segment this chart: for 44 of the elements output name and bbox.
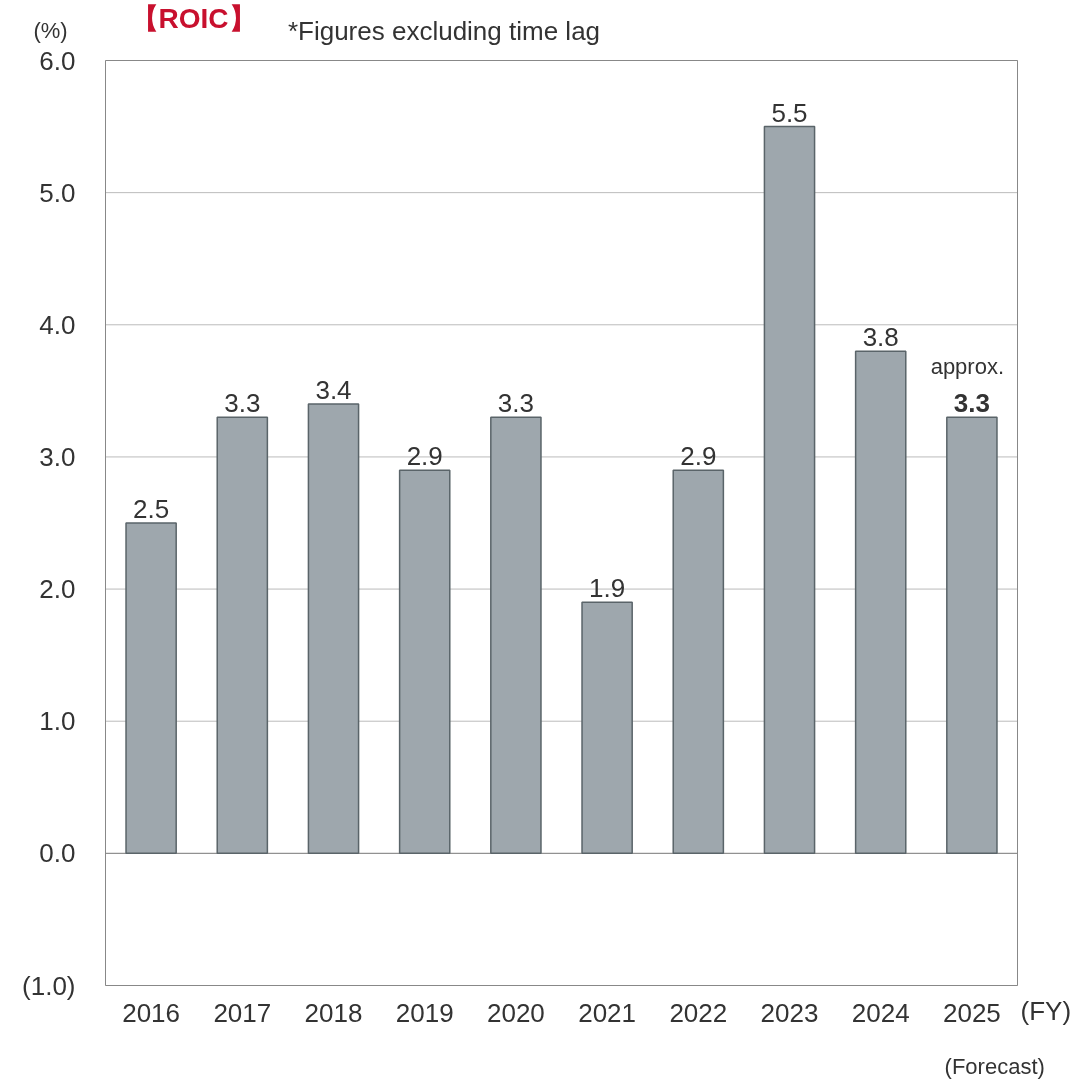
data-label: 3.3 — [953, 388, 990, 419]
x-tick-label: 2021 — [578, 997, 637, 1028]
x-tick-label: 2017 — [213, 997, 272, 1028]
chart-title: 【ROIC】 — [130, 2, 257, 34]
chart-subtitle: *Figures excluding time lag — [287, 15, 601, 46]
data-label: 3.8 — [862, 322, 899, 353]
x-tick-label: 2025 — [942, 997, 1001, 1028]
y-tick-label: 0.0 — [39, 838, 76, 869]
y-tick-label: 4.0 — [39, 309, 76, 340]
y-tick-label: 3.0 — [39, 441, 76, 472]
x-tick-label: 2020 — [486, 997, 545, 1028]
data-label: 3.3 — [497, 388, 534, 419]
bar — [307, 403, 360, 855]
y-tick-label: 5.0 — [39, 177, 76, 208]
data-label: 3.4 — [315, 375, 352, 406]
y-axis-title: (%) — [33, 17, 68, 43]
bar — [672, 469, 725, 855]
bar — [490, 416, 542, 855]
bar — [946, 416, 998, 855]
data-label: 1.9 — [589, 573, 626, 604]
data-label: 2.9 — [680, 441, 717, 472]
data-label: 2.5 — [133, 494, 170, 524]
bar — [398, 469, 451, 855]
data-label: 5.5 — [771, 97, 808, 128]
x-tick-label: 2022 — [669, 997, 728, 1028]
x-tick-label: 2018 — [304, 997, 363, 1028]
x-tick-label: 2023 — [760, 997, 819, 1028]
text: (Forecast) — [944, 1053, 1045, 1079]
y-tick-label: 6.0 — [39, 45, 76, 76]
x-tick-label: 2019 — [395, 997, 454, 1028]
y-tick-label: 1.0 — [39, 706, 76, 737]
bar — [581, 601, 633, 855]
annotation: approx. — [930, 354, 1005, 380]
x-axis-title: (FY) — [1020, 995, 1072, 1026]
x-tick-label: 2024 — [851, 997, 910, 1028]
bar — [216, 416, 269, 855]
x-tick-label: 2016 — [122, 997, 181, 1028]
y-tick-label: 2.0 — [39, 574, 76, 605]
bar — [854, 350, 907, 855]
bar — [125, 522, 177, 855]
data-label: 3.3 — [224, 388, 261, 419]
y-tick-label: (1.0) — [22, 970, 76, 1001]
bar — [763, 125, 816, 855]
data-label: 2.9 — [406, 441, 443, 472]
